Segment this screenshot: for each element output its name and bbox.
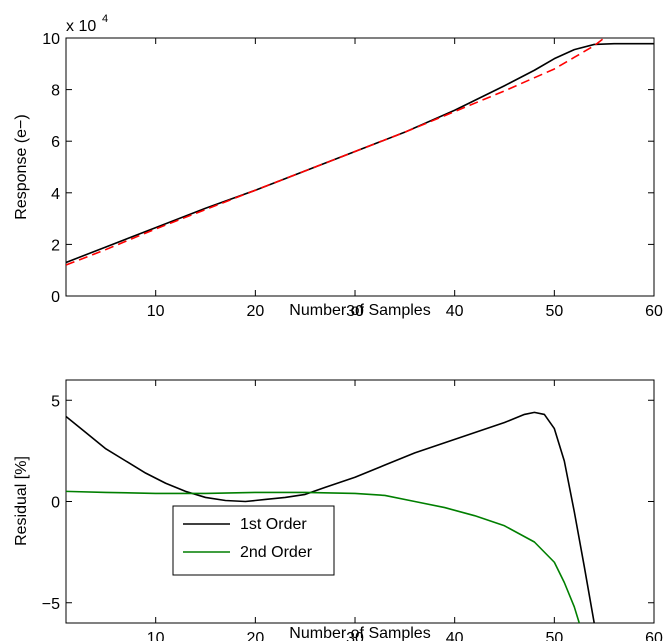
y-axis-label: Response (e−)	[13, 114, 30, 219]
y-multiplier: x 10	[66, 18, 96, 35]
y-axis-label: Residual [%]	[13, 456, 30, 546]
series-line-1	[66, 411, 595, 623]
y-tick-label: 0	[51, 289, 60, 306]
x-tick-label: 20	[246, 630, 264, 641]
x-tick-label: 30	[346, 303, 364, 320]
x-tick-label: 20	[246, 303, 264, 320]
legend-label-2nd-order: 2nd Order	[240, 544, 313, 561]
y-tick-label: 4	[51, 186, 60, 203]
y-tick-label: 2	[51, 237, 60, 254]
legend-box	[172, 505, 335, 576]
x-tick-label: 40	[446, 303, 464, 320]
y-tick-label: 5	[51, 393, 60, 410]
x-axis-label: Number of Samples	[289, 625, 430, 641]
residual-plot: 10 20 30 40 50 60 −5 0 5 Number of Samples Resid…	[13, 379, 663, 641]
y-tick-label: 8	[51, 83, 60, 100]
x-tick-label: 10	[147, 630, 165, 641]
series-line-2	[66, 38, 605, 266]
x-tick-label: 60	[645, 303, 663, 320]
plot-frame	[65, 37, 655, 297]
response-plot: 10 20 30 40 50 60 0 2 4 6 8 10 x 10 4 Number of Sam…	[13, 13, 663, 320]
y-tick-label: 6	[51, 134, 60, 151]
x-tick-label: 50	[545, 630, 563, 641]
x-tick-label: 40	[446, 630, 464, 641]
x-tick-label: 30	[346, 630, 364, 641]
y-tick-label: −5	[42, 596, 60, 613]
legend: 1st Order 2nd Order	[172, 505, 335, 576]
y-tick-label: 0	[51, 495, 60, 512]
x-tick-label: 60	[645, 630, 663, 641]
plot-frame	[65, 379, 655, 624]
y-tick-label: 10	[42, 31, 60, 48]
legend-label-1st-order: 1st Order	[240, 516, 307, 533]
series-line-1	[66, 42, 654, 264]
x-tick-label: 50	[545, 303, 563, 320]
series-line-2	[66, 490, 581, 623]
y-multiplier-exponent: 4	[102, 13, 108, 25]
x-tick-label: 10	[147, 303, 165, 320]
x-axis-label: Number of Samples	[289, 302, 430, 319]
